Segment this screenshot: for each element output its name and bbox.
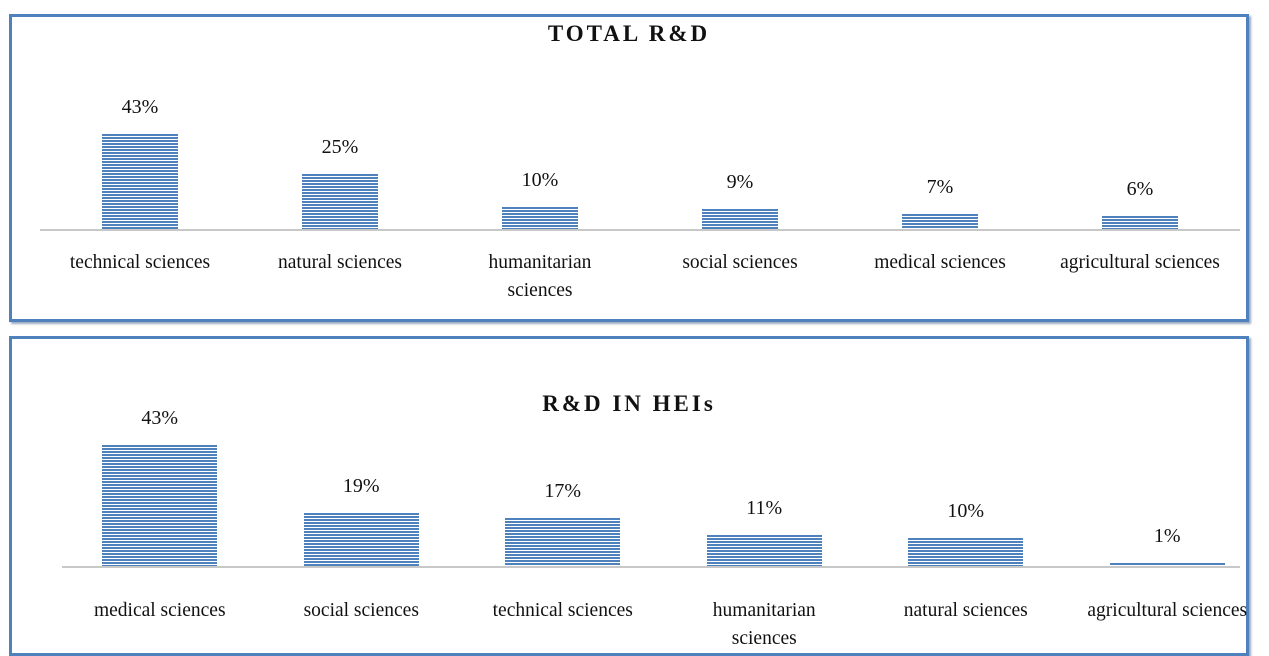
data-label: 43%: [141, 407, 179, 429]
x-tick-label: agricultural sciences: [1060, 252, 1220, 273]
bar: [302, 173, 378, 229]
chart-title: TOTAL R&D: [547, 21, 711, 46]
x-tick-label: technical sciences: [69, 252, 211, 273]
data-label: 7%: [926, 175, 954, 198]
baseline: [62, 566, 1240, 568]
data-label: 10%: [521, 168, 559, 191]
x-tick-label: technical sciences: [492, 600, 633, 621]
bar: [702, 209, 778, 229]
x-tick-label: social sciences: [682, 252, 798, 273]
bar: [102, 134, 178, 229]
bar: [505, 518, 621, 566]
data-label: 10%: [947, 499, 985, 522]
chart-panel: R&D IN HEIs 43% medical sciences 19% social…: [9, 336, 1249, 656]
bar: [1109, 563, 1225, 566]
page: TOTAL R&D 43% technical sciences 25% natura…: [9, 14, 1249, 656]
data-label: 19%: [342, 474, 380, 497]
x-tick-label: medical sciences: [874, 252, 1006, 273]
bar: [1102, 215, 1178, 229]
bar: [908, 537, 1024, 566]
x-tick-label: agricultural sciences: [1087, 600, 1248, 621]
x-tick-label: social sciences: [303, 600, 419, 621]
data-label: 11%: [746, 497, 783, 520]
bar: [502, 206, 578, 229]
data-label: 25%: [321, 135, 359, 158]
x-tick-label: natural sciences: [903, 600, 1028, 621]
bar: [102, 445, 218, 566]
bar: [303, 512, 419, 566]
x-tick-label: humanitarian sciences: [712, 600, 816, 649]
bar: [706, 535, 822, 566]
chart-panel: TOTAL R&D 43% technical sciences 25% natura…: [9, 14, 1249, 322]
x-tick-label: medical sciences: [93, 600, 226, 621]
baseline: [40, 229, 1240, 231]
chart-title: R&D IN HEIs: [542, 391, 716, 416]
x-tick-label: humanitarian sciences: [488, 252, 592, 301]
data-label: 1%: [1153, 525, 1181, 548]
data-label: 9%: [726, 171, 754, 194]
x-tick-label: natural sciences: [278, 252, 402, 273]
bar: [902, 213, 978, 229]
data-label: 6%: [1126, 177, 1154, 200]
data-label: 43%: [121, 96, 159, 118]
data-label: 17%: [544, 480, 582, 503]
